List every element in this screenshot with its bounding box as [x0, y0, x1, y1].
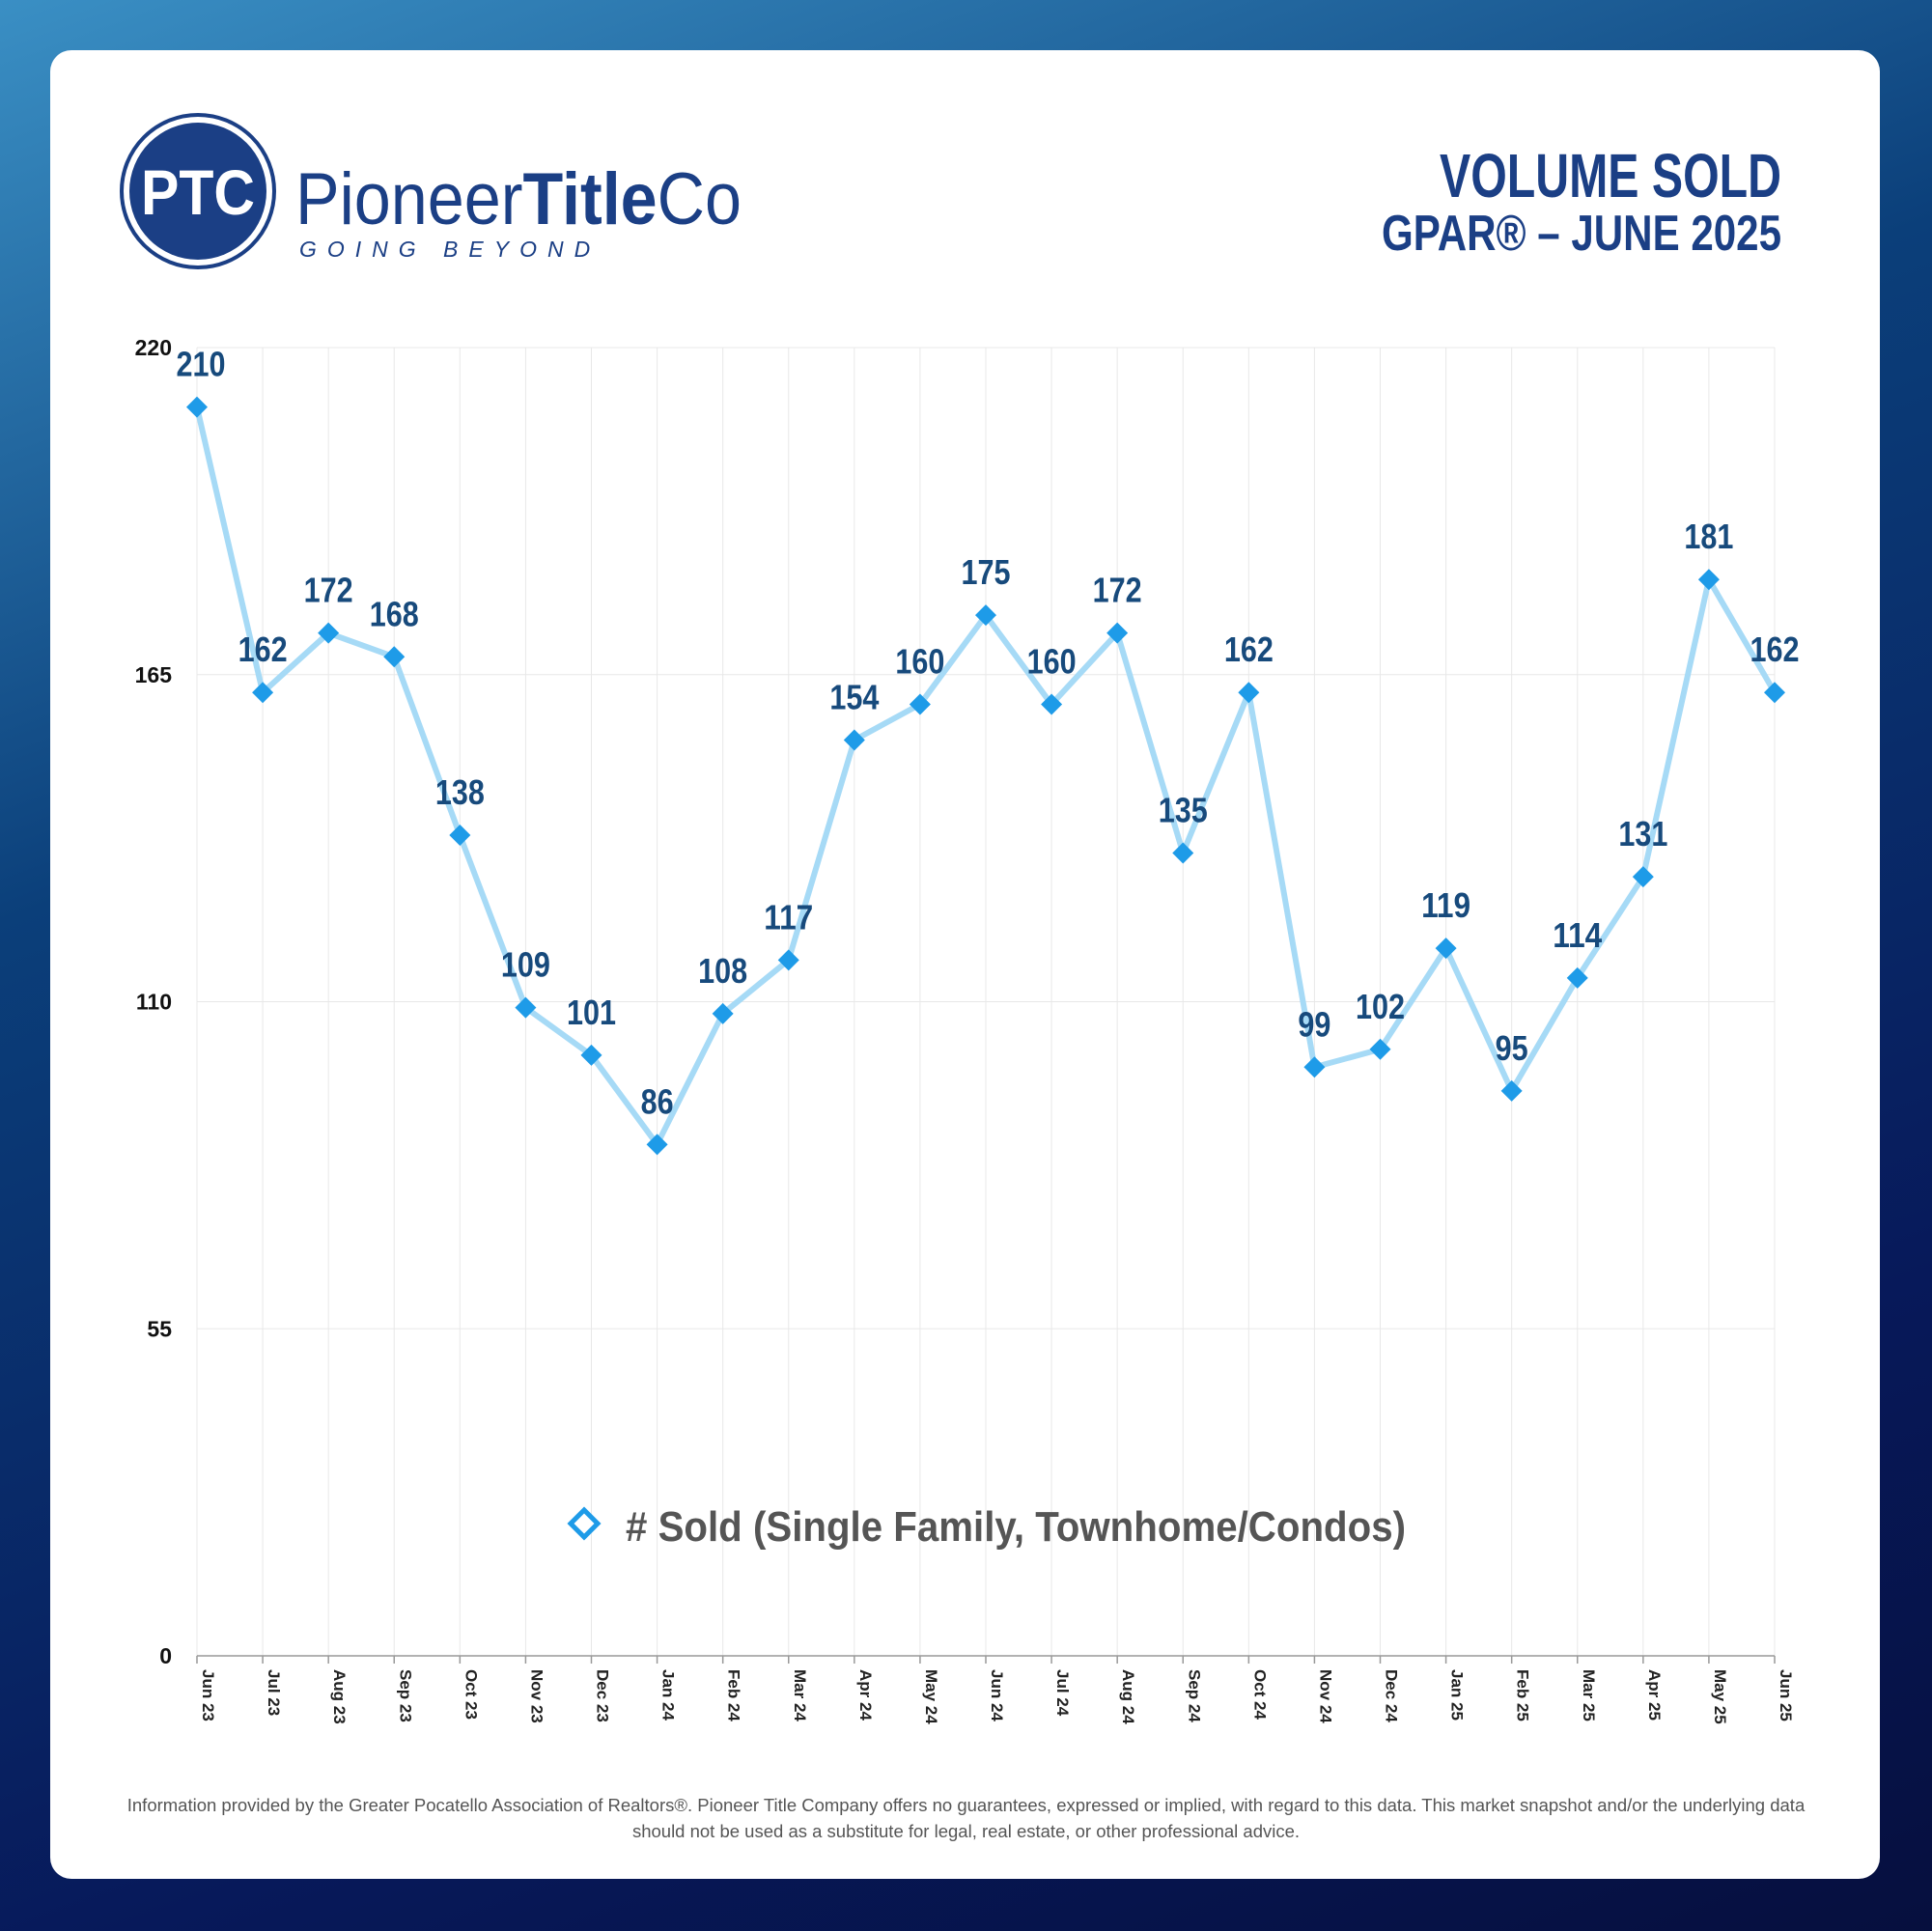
data-point: [1172, 842, 1194, 864]
data-label: 131: [1618, 814, 1667, 854]
data-label: 119: [1421, 885, 1470, 925]
card: [50, 50, 1880, 1879]
data-point: [777, 949, 799, 971]
tagline: GOING BEYOND: [299, 237, 601, 262]
data-point: [1041, 693, 1063, 715]
x-tick-label: Jan 25: [1448, 1669, 1467, 1721]
y-tick-label: 220: [135, 335, 172, 360]
x-tick-label: Mar 25: [1580, 1669, 1598, 1721]
x-tick-label: Apr 25: [1645, 1669, 1664, 1721]
data-point: [1369, 1038, 1391, 1060]
x-tick-label: Jan 24: [659, 1669, 678, 1721]
data-point: [975, 604, 996, 627]
data-label: 210: [177, 345, 226, 384]
y-tick-label: 110: [136, 990, 172, 1015]
data-point: [252, 682, 274, 704]
x-tick-label: Dec 23: [594, 1669, 612, 1722]
data-point: [580, 1044, 602, 1066]
data-label: 99: [1298, 1004, 1330, 1044]
data-label: 138: [435, 772, 485, 812]
y-tick-label: 0: [159, 1643, 172, 1668]
legend-label: # Sold (Single Family, Townhome/Condos): [626, 1503, 1406, 1551]
data-label: 160: [1027, 642, 1077, 682]
x-tick-label: Dec 24: [1383, 1669, 1401, 1722]
x-tick-label: Oct 24: [1250, 1669, 1269, 1721]
logo-disc: [129, 123, 266, 260]
data-label: 135: [1159, 791, 1208, 830]
data-point: [1632, 866, 1654, 888]
data-label: 172: [1093, 571, 1142, 610]
chart-title: VOLUME SOLD: [1440, 141, 1781, 210]
data-label: 95: [1496, 1028, 1528, 1068]
data-point: [186, 396, 208, 418]
x-tick-label: Feb 25: [1514, 1669, 1532, 1721]
data-point: [712, 1002, 734, 1024]
data-label: 181: [1684, 517, 1733, 556]
data-label: 101: [567, 993, 616, 1032]
x-tick-label: Sep 23: [396, 1669, 414, 1722]
x-tick-label: Mar 24: [791, 1669, 809, 1721]
x-tick-label: May 24: [922, 1669, 940, 1724]
data-point: [909, 693, 931, 715]
data-point: [1238, 682, 1260, 704]
brand-first: Pioneer: [295, 158, 522, 240]
x-tick-label: Sep 24: [1185, 1669, 1203, 1722]
x-tick-label: Jun 25: [1777, 1669, 1795, 1721]
data-point: [1500, 1079, 1523, 1102]
data-point: [1764, 682, 1785, 704]
data-label: 160: [895, 642, 944, 682]
data-label: 172: [304, 571, 353, 610]
x-tick-label: Feb 24: [725, 1669, 743, 1721]
data-point: [843, 729, 865, 751]
y-tick-label: 55: [147, 1316, 172, 1341]
data-label: 86: [641, 1081, 674, 1121]
data-label: 162: [1224, 630, 1274, 669]
data-label: 109: [501, 945, 550, 985]
data-label: 168: [370, 594, 419, 633]
data-point: [1435, 938, 1457, 960]
legend-marker: [567, 1506, 602, 1541]
data-point: [1697, 569, 1720, 591]
data-label: 154: [829, 678, 879, 717]
x-tick-label: Apr 24: [856, 1669, 875, 1721]
data-label: 117: [764, 897, 813, 937]
x-tick-label: May 25: [1711, 1669, 1729, 1724]
data-label: 162: [238, 630, 288, 669]
data-label: 102: [1356, 987, 1405, 1026]
data-point: [383, 646, 406, 668]
data-label: 162: [1750, 630, 1800, 669]
brand: PioneerTitleCo: [295, 158, 742, 240]
data-label: 175: [962, 552, 1011, 592]
x-tick-label: Jul 24: [1053, 1669, 1072, 1717]
data-point: [646, 1133, 668, 1156]
logo-initials: PTC: [141, 156, 255, 228]
x-tick-label: Nov 24: [1316, 1669, 1334, 1723]
x-tick-label: Jun 24: [988, 1669, 1006, 1721]
chart-subtitle: GPAR® – JUNE 2025: [1382, 206, 1781, 262]
x-tick-label: Aug 23: [330, 1669, 349, 1724]
x-tick-label: Jul 23: [265, 1669, 283, 1716]
y-tick-label: 165: [135, 662, 173, 687]
data-point: [318, 622, 340, 644]
data-label: 108: [698, 951, 747, 991]
x-tick-label: Oct 23: [462, 1669, 480, 1720]
data-label: 114: [1553, 915, 1602, 955]
x-tick-label: Aug 24: [1119, 1669, 1137, 1724]
brand-last: Co: [658, 158, 742, 240]
disclaimer: Information provided by the Greater Poca…: [126, 1795, 1806, 1841]
data-point: [449, 825, 471, 847]
data-point: [1303, 1056, 1326, 1078]
brand-bold: Title: [522, 158, 657, 240]
data-point: [1566, 966, 1588, 989]
x-tick-label: Nov 23: [527, 1669, 546, 1723]
data-point: [1106, 622, 1129, 644]
x-tick-label: Jun 23: [199, 1669, 217, 1721]
data-point: [515, 996, 537, 1019]
